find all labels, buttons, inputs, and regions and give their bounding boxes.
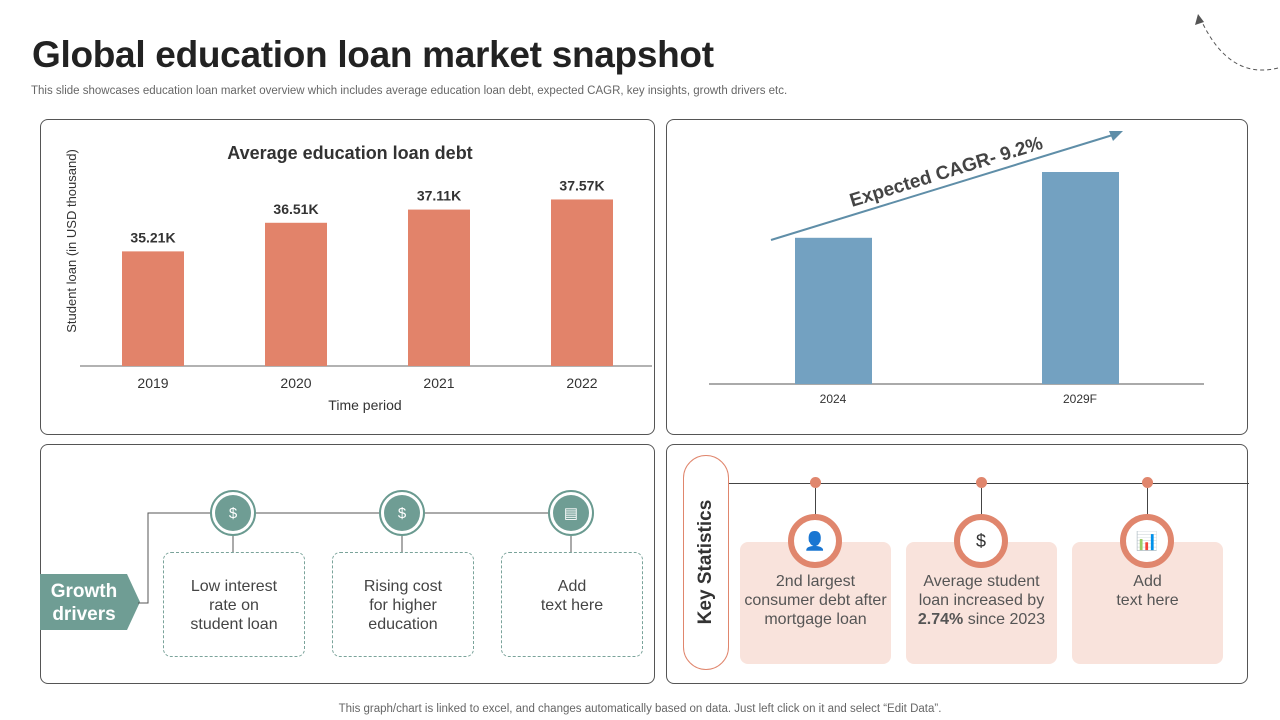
x-axis-label: Time period	[328, 397, 401, 413]
x-tick-label: 2021	[423, 375, 454, 391]
x-tick-label: 2024	[820, 392, 847, 406]
bar	[122, 251, 184, 366]
decorative-arrow-icon	[1195, 14, 1279, 71]
cagr-arrow-head	[1109, 131, 1123, 141]
footer-note: This graph/chart is linked to excel, and…	[338, 703, 942, 715]
key-statistics-panel	[666, 444, 1248, 684]
page-title: Global education loan market snapshot	[32, 34, 714, 75]
cagr-annotation: Expected CAGR- 9.2%	[847, 133, 1045, 212]
x-tick-label: 2020	[280, 375, 311, 391]
x-tick-label: 2029F	[1063, 392, 1097, 406]
cagr-chart: Expected CAGR- 9.2% 2024 2029F	[709, 131, 1204, 406]
stat-card: Add text here	[1072, 542, 1223, 664]
bar	[265, 222, 327, 366]
chart-search-icon: 📊	[1120, 514, 1174, 568]
growth-driver-card: Add text here	[501, 552, 643, 657]
money-bag-person-icon: $	[210, 490, 256, 536]
data-label: 37.11K	[417, 188, 461, 204]
data-label: 37.57K	[559, 177, 604, 193]
loan-debt-chart-panel	[40, 119, 655, 435]
chart-title: Average education loan debt	[227, 143, 472, 163]
cagr-arrow-line	[770, 133, 1117, 241]
key-statistics-label: Key Statistics	[695, 499, 716, 625]
growth-driver-card: Low interest rate on student loan	[163, 552, 305, 657]
loan-debt-chart: Average education loan debt Student loan…	[64, 143, 652, 413]
bar	[408, 209, 470, 366]
data-label: 35.21K	[130, 229, 175, 245]
hand-plant-dollar-icon: $	[954, 514, 1008, 568]
key-statistics-label-box	[683, 455, 729, 670]
stats-timeline	[729, 483, 1249, 484]
growth-driver-card: Rising cost for higher education	[332, 552, 474, 657]
data-label: 36.51K	[273, 201, 318, 217]
cagr-chart-panel	[666, 119, 1248, 435]
page-subtitle: This slide showcases education loan mark…	[31, 85, 788, 97]
y-axis-label: Student loan (in USD thousand)	[64, 149, 79, 333]
x-tick-label: 2022	[566, 375, 597, 391]
growth-drivers-panel	[40, 444, 655, 684]
bar	[1042, 172, 1119, 384]
bar	[795, 237, 872, 384]
document-icon: ▤	[548, 490, 594, 536]
growth-connector-lines	[40, 512, 580, 630]
growth-drivers-label: Growth drivers	[50, 581, 118, 625]
money-bag-icon: $	[379, 490, 425, 536]
person-money-icon: 👤	[788, 514, 842, 568]
bar	[551, 199, 613, 366]
x-tick-label: 2019	[137, 375, 168, 391]
